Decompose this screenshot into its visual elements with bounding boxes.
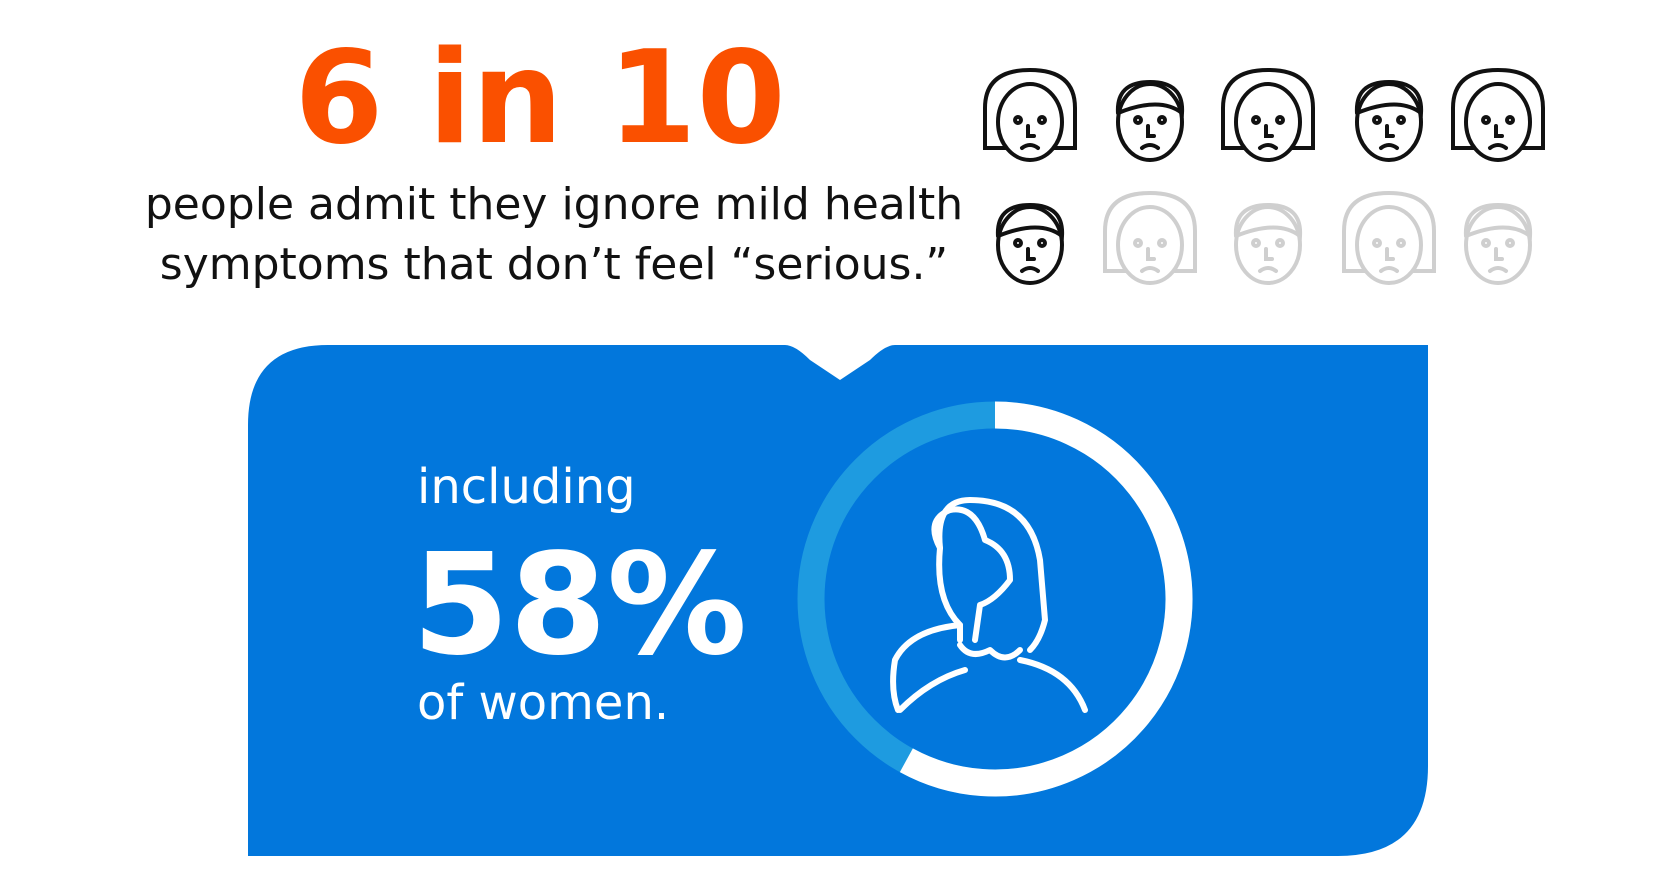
nose: [1026, 124, 1036, 138]
face: [1464, 82, 1532, 162]
donut-arc: [899, 401, 1193, 797]
eye: [1505, 238, 1515, 248]
mouth: [1258, 143, 1278, 150]
icon-array: [983, 67, 1545, 285]
hair: [1115, 79, 1185, 117]
face: [996, 205, 1064, 285]
eye: [1372, 238, 1382, 248]
subtitle-line: symptoms that don’t feel “serious.”: [160, 239, 948, 290]
nose: [1146, 247, 1156, 261]
eye: [1251, 238, 1261, 248]
face: [1355, 82, 1423, 162]
eye: [1275, 115, 1285, 125]
nose: [1146, 124, 1156, 138]
face-icon: [1354, 79, 1424, 162]
mouth: [1258, 266, 1278, 273]
subtitle-line: people admit they ignore mild health: [145, 179, 963, 230]
face-icon: [1463, 202, 1533, 285]
woman-icon: [890, 497, 1088, 713]
face: [1464, 205, 1532, 285]
nose: [1385, 247, 1395, 261]
nose: [1026, 247, 1036, 261]
panel-intro: including: [417, 459, 636, 515]
hair: [1233, 202, 1303, 240]
nose: [1264, 124, 1274, 138]
hair: [995, 202, 1065, 240]
face-icon: [995, 202, 1065, 285]
eye: [1037, 115, 1047, 125]
face-icon: [1103, 190, 1197, 285]
headline: 6 in 10: [294, 24, 785, 173]
face: [1116, 205, 1184, 285]
mouth: [1140, 266, 1160, 273]
eye: [1505, 115, 1515, 125]
mouth: [1379, 266, 1399, 273]
eye: [1372, 115, 1382, 125]
face-icon: [1221, 67, 1315, 162]
panel-outro: of women.: [417, 675, 669, 731]
eye: [1013, 115, 1023, 125]
face-icon: [1115, 79, 1185, 162]
face: [1355, 205, 1423, 285]
mouth: [1140, 143, 1160, 150]
eye: [1396, 115, 1406, 125]
face: [1234, 205, 1302, 285]
hair: [1354, 79, 1424, 117]
nose: [1494, 124, 1504, 138]
eye: [1037, 238, 1047, 248]
eye: [1157, 238, 1167, 248]
face: [996, 82, 1064, 162]
eye: [1013, 238, 1023, 248]
nose: [1385, 124, 1395, 138]
eye: [1251, 115, 1261, 125]
mouth: [1488, 143, 1508, 150]
nose: [1494, 247, 1504, 261]
stat-label: 58%: [412, 524, 747, 687]
face-icon: [1451, 67, 1545, 162]
eye: [1133, 115, 1143, 125]
face-icon: [1233, 202, 1303, 285]
mouth: [1379, 143, 1399, 150]
eye: [1133, 238, 1143, 248]
face: [1116, 82, 1184, 162]
nose: [1264, 247, 1274, 261]
eye: [1396, 238, 1406, 248]
mouth: [1020, 266, 1040, 273]
face-icon: [1342, 190, 1436, 285]
face-icon: [983, 67, 1077, 162]
eye: [1481, 238, 1491, 248]
eye: [1275, 238, 1285, 248]
mouth: [1488, 266, 1508, 273]
mouth: [1020, 143, 1040, 150]
hair: [1463, 202, 1533, 240]
face: [1234, 82, 1302, 162]
eye: [1481, 115, 1491, 125]
eye: [1157, 115, 1167, 125]
